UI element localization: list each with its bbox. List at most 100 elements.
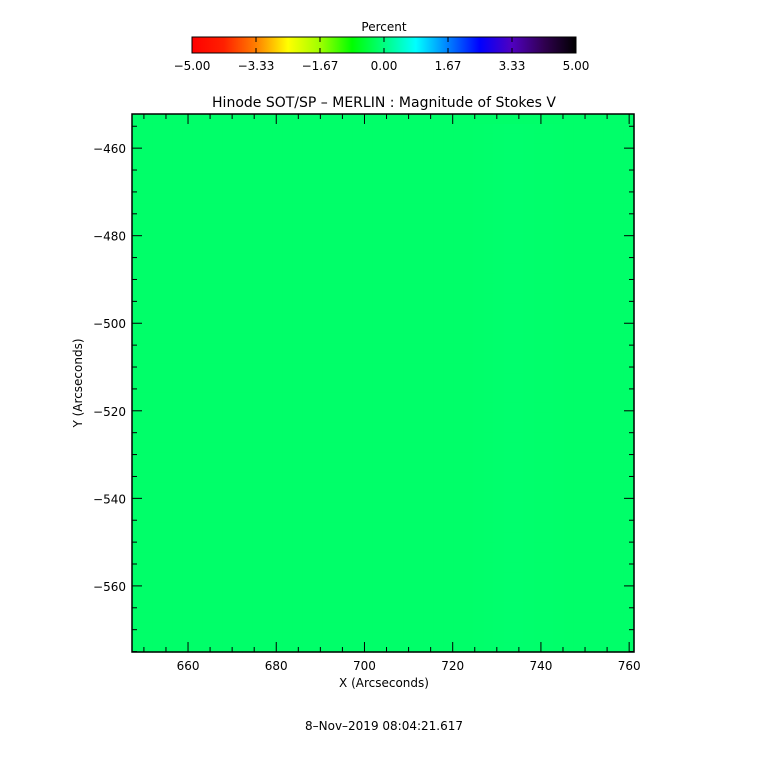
heatmap-cell xyxy=(403,273,414,284)
heatmap-cell xyxy=(463,632,474,643)
heatmap-cell xyxy=(142,383,153,394)
heatmap-cell xyxy=(383,632,394,643)
heatmap-cell xyxy=(222,373,233,384)
heatmap-cell xyxy=(613,243,625,255)
heatmap-cell xyxy=(182,133,193,145)
heatmap-cell xyxy=(573,383,585,394)
heatmap-cell xyxy=(222,442,233,454)
heatmap-cell xyxy=(152,193,163,205)
heatmap-cell xyxy=(262,333,274,344)
heatmap-cell xyxy=(513,343,525,354)
heatmap-cell xyxy=(513,512,525,524)
heatmap-cell xyxy=(413,542,424,553)
heatmap-cell xyxy=(503,602,515,613)
heatmap-cell xyxy=(433,422,444,434)
heatmap-cell xyxy=(312,373,324,384)
y-tick-label: −560 xyxy=(93,580,126,594)
heatmap-cell xyxy=(172,562,183,573)
heatmap-cell xyxy=(362,203,374,215)
heatmap-cell xyxy=(312,642,324,653)
heatmap-cell xyxy=(372,253,384,265)
heatmap-cell xyxy=(463,114,474,125)
heatmap-cell xyxy=(403,363,414,374)
heatmap-cell xyxy=(172,383,183,394)
heatmap-cell xyxy=(182,622,193,633)
heatmap-cell xyxy=(202,532,213,543)
heatmap-cell xyxy=(453,323,464,334)
heatmap-cell xyxy=(272,402,284,414)
heatmap-cell xyxy=(403,223,414,235)
heatmap-cell xyxy=(262,582,274,593)
heatmap-cell xyxy=(523,173,535,185)
heatmap-cell xyxy=(172,582,183,593)
heatmap-cell xyxy=(563,313,575,324)
heatmap-cell xyxy=(383,592,394,603)
heatmap-cell xyxy=(332,223,344,235)
heatmap-cell xyxy=(302,143,314,155)
heatmap-cell xyxy=(523,333,535,344)
heatmap-cell xyxy=(483,562,495,573)
heatmap-cell xyxy=(433,462,444,474)
heatmap-cell xyxy=(292,622,304,633)
heatmap-cell xyxy=(362,213,374,225)
heatmap-cell xyxy=(152,373,163,384)
heatmap-cell xyxy=(513,542,525,553)
heatmap-cell xyxy=(453,532,464,543)
heatmap-cell xyxy=(383,482,394,494)
heatmap-cell xyxy=(282,343,294,354)
heatmap-cell xyxy=(393,333,404,344)
heatmap-cell xyxy=(282,602,294,613)
heatmap-cell xyxy=(202,283,213,294)
heatmap-cell xyxy=(513,602,525,613)
heatmap-cell xyxy=(383,392,394,404)
heatmap-cell xyxy=(423,592,434,603)
heatmap-cell xyxy=(202,293,213,304)
heatmap-cell xyxy=(423,163,434,175)
heatmap-cell xyxy=(312,632,324,643)
heatmap-cell xyxy=(563,273,575,284)
heatmap-cell xyxy=(302,123,314,135)
heatmap-cell xyxy=(493,472,505,484)
heatmap-cell xyxy=(272,532,284,543)
heatmap-cell xyxy=(563,392,575,404)
heatmap-cell xyxy=(553,353,565,364)
heatmap-cell xyxy=(322,303,334,314)
heatmap-cell xyxy=(553,392,565,404)
heatmap-cell xyxy=(453,233,464,245)
heatmap-cell xyxy=(172,153,183,165)
heatmap-cell xyxy=(212,542,223,553)
heatmap-cell xyxy=(503,532,515,543)
heatmap-cell xyxy=(232,313,244,324)
heatmap-cell xyxy=(252,392,264,404)
heatmap-cell xyxy=(543,114,555,125)
heatmap-cell xyxy=(453,442,464,454)
heatmap-cell xyxy=(603,383,615,394)
heatmap-cell xyxy=(362,562,374,573)
heatmap-cell xyxy=(383,153,394,165)
heatmap-cell xyxy=(192,203,203,215)
heatmap-cell xyxy=(453,193,464,205)
heatmap-cell xyxy=(192,223,203,235)
heatmap-cell xyxy=(503,283,515,294)
heatmap-cell xyxy=(282,163,294,175)
heatmap-cell xyxy=(232,253,244,265)
heatmap-cell xyxy=(613,133,625,145)
heatmap-cell xyxy=(503,442,515,454)
heatmap-cell xyxy=(322,243,334,255)
heatmap-cell xyxy=(342,293,354,304)
heatmap-cell xyxy=(613,532,625,543)
heatmap-cell xyxy=(182,153,193,165)
heatmap-cell xyxy=(553,173,565,185)
heatmap-cell xyxy=(583,582,595,593)
heatmap-cell xyxy=(342,482,354,494)
heatmap-cell xyxy=(202,482,213,494)
heatmap-cell xyxy=(142,323,153,334)
heatmap-cell xyxy=(182,562,193,573)
heatmap-cell xyxy=(593,263,605,274)
heatmap-cell xyxy=(262,612,274,623)
heatmap-cell xyxy=(393,592,404,603)
heatmap-cell xyxy=(433,303,444,314)
heatmap-cell xyxy=(362,253,374,265)
heatmap-cell xyxy=(292,153,304,165)
heatmap-cell xyxy=(513,452,525,464)
